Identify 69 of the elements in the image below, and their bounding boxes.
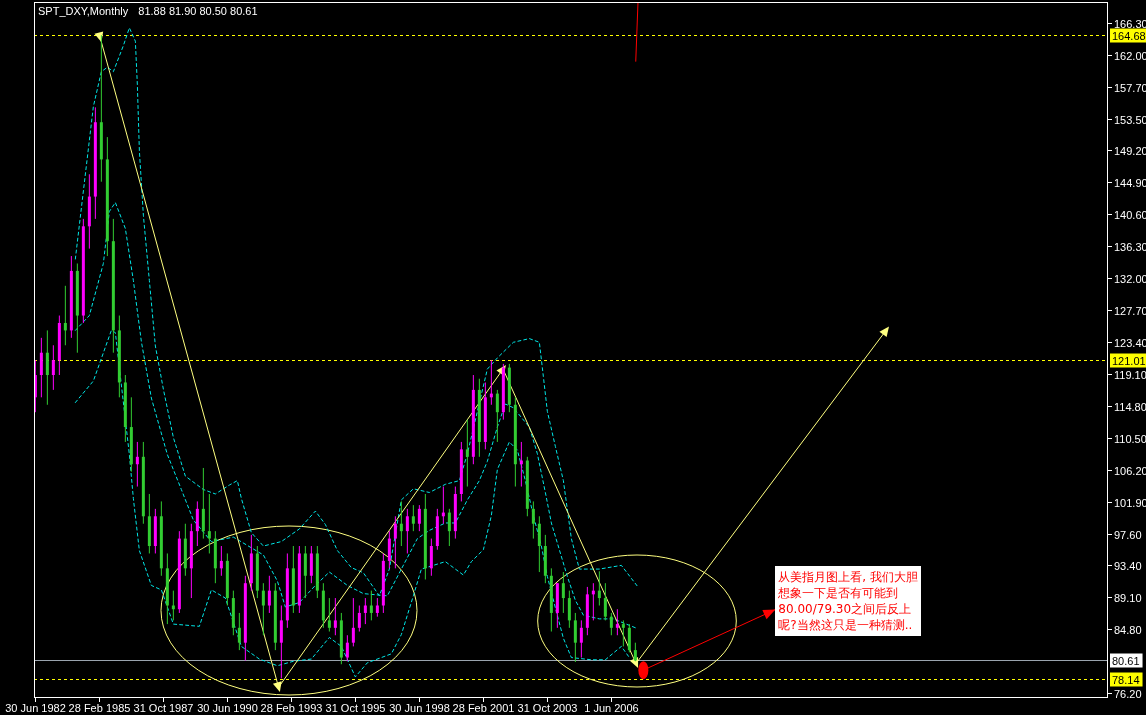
candlestick — [261, 582, 265, 636]
y-tick-label: 110.50 — [1114, 432, 1146, 445]
candlestick — [135, 441, 139, 488]
candlestick — [627, 623, 631, 653]
chart-title: SPT_DXY,Monthly — [38, 5, 129, 17]
x-tick-label: 30 Jun 1982 — [5, 702, 66, 714]
candlestick — [309, 545, 313, 584]
x-tick-label: 28 Feb 1985 — [68, 702, 131, 714]
candlestick — [195, 500, 199, 547]
candlestick — [45, 329, 49, 406]
candlestick — [411, 504, 415, 532]
candlestick — [51, 344, 55, 391]
candlestick — [621, 619, 625, 647]
candlestick — [267, 575, 271, 614]
candlestick — [327, 597, 331, 633]
x-tick-label: 31 Oct 1995 — [325, 702, 386, 714]
y-tick-label: 84.80 — [1114, 623, 1142, 636]
candlestick — [237, 612, 241, 651]
candlestick — [363, 597, 367, 625]
candlestick — [63, 285, 67, 346]
y-tick-label: 93.40 — [1114, 559, 1142, 572]
candlestick — [375, 597, 379, 618]
candlestick — [579, 619, 583, 659]
candlestick — [573, 612, 577, 663]
candlestick — [405, 508, 409, 554]
x-tick-label: 30 Jun 1998 — [389, 702, 450, 714]
candlestick — [219, 545, 223, 577]
annotation: 从美指月图上看, 我们大胆想象一下是否有可能到80.00/79.30之间后反上呢?当然这只是一种猜测.. — [775, 566, 922, 637]
x-tick-label: 28 Feb 2001 — [452, 702, 515, 714]
candlestick — [531, 500, 535, 540]
candlestick — [597, 570, 601, 607]
y-tick-label: 114.80 — [1114, 400, 1146, 413]
candlestick — [279, 605, 283, 679]
candlestick — [207, 493, 211, 554]
candlestick — [495, 389, 499, 443]
candlestick — [537, 515, 541, 573]
x-tick-label: 30 Jun 1990 — [197, 702, 258, 714]
candlestick — [447, 508, 451, 547]
candlestick — [369, 590, 373, 621]
point — [879, 326, 890, 338]
candlestick — [333, 597, 337, 636]
candlestick — [387, 530, 391, 569]
x-tick-label: 31 Oct 1987 — [133, 702, 194, 714]
x-tick-label: 28 Feb 1993 — [260, 702, 323, 714]
candlestick — [345, 634, 349, 662]
candlestick — [633, 642, 637, 662]
candlestick — [393, 515, 397, 569]
candlestick — [609, 612, 613, 636]
x-tick-label: 31 Oct 2003 — [517, 702, 578, 714]
point — [272, 681, 282, 693]
candlestick — [351, 597, 355, 647]
candlestick — [303, 545, 307, 599]
candlestick — [465, 419, 469, 488]
y-tick-label: 97.60 — [1114, 528, 1142, 541]
candlestick — [201, 467, 205, 540]
candlestick — [357, 605, 361, 633]
y-tick-label: 76.20 — [1114, 687, 1142, 700]
candlestick — [399, 500, 403, 547]
candlestick — [417, 504, 421, 532]
chart-subtitle: 81.88 81.90 80.50 80.61 — [138, 5, 258, 17]
candlestick — [567, 590, 571, 629]
candlestick — [429, 538, 433, 577]
y-tick-label: 89.10 — [1114, 591, 1142, 604]
candlestick — [561, 571, 565, 614]
candlestick — [39, 337, 43, 398]
y-tick-label: 119.10 — [1114, 368, 1146, 381]
candlestick — [615, 608, 619, 636]
candlestick — [603, 582, 607, 621]
x-tick-label: 1 Jun 2006 — [584, 702, 639, 714]
